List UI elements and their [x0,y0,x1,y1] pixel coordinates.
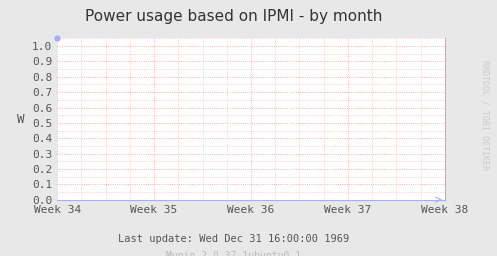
Text: Power usage based on IPMI - by month: Power usage based on IPMI - by month [85,9,382,24]
Y-axis label: W: W [17,113,25,125]
Text: Last update: Wed Dec 31 16:00:00 1969: Last update: Wed Dec 31 16:00:00 1969 [118,234,349,244]
Text: RRDTOOL / TOBI OETIKER: RRDTOOL / TOBI OETIKER [481,60,490,170]
Text: Munin 2.0.37-1ubuntu0.1: Munin 2.0.37-1ubuntu0.1 [166,251,301,256]
